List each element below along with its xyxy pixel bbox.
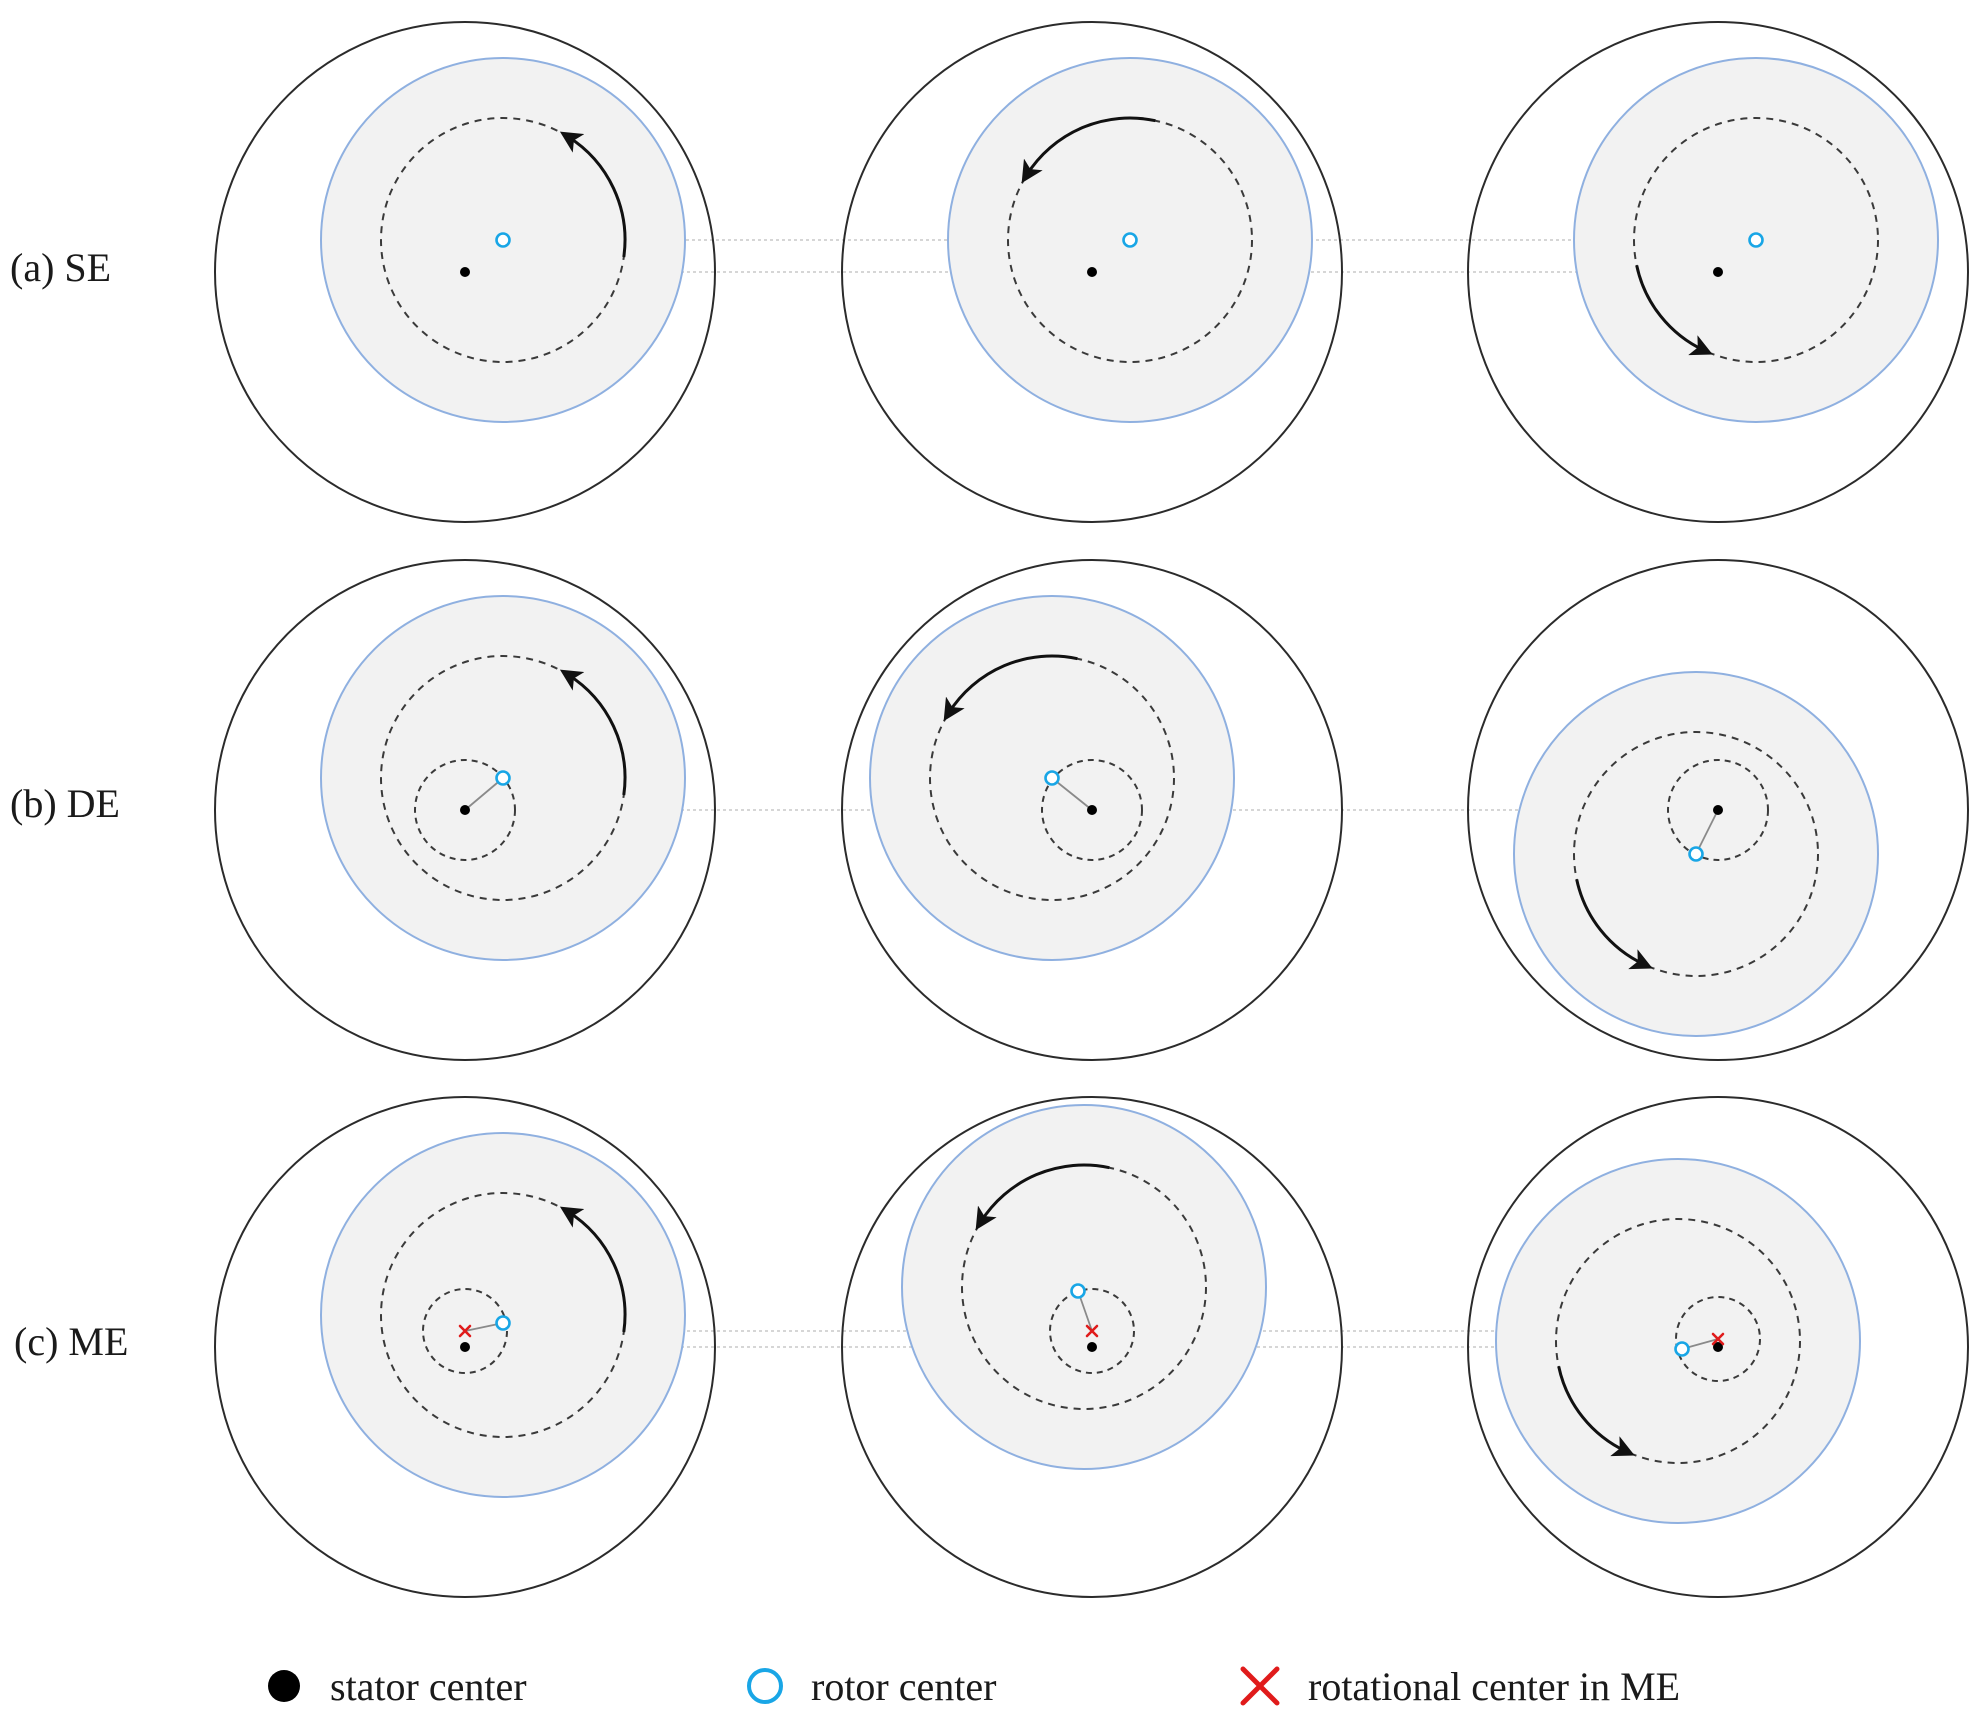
eccentricity-link [1695,809,1719,855]
orbit-large [1573,731,1819,977]
rotor-center-ring [495,770,511,786]
stator-center-dot [460,1342,470,1352]
panel-se-2 [841,21,1343,523]
orbit-small [1675,1296,1761,1382]
rotation-arrow [559,669,627,796]
rotation-arrow [559,1206,627,1333]
legend-stator-center: stator center [264,1658,527,1714]
orbit-large [1633,117,1879,363]
orbit-small [414,759,516,861]
rotation-arrow [943,654,1078,722]
stator-center-dot [460,267,470,277]
rotor-center-ring [1044,770,1060,786]
legend-rotational-label: rotational center in ME [1308,1663,1681,1709]
stator-circle [1467,559,1969,1061]
orbit-large [1555,1218,1801,1464]
stator-circle [1467,21,1969,523]
hollow-circle-icon [747,1668,783,1704]
eccentricity-link [1051,777,1093,811]
rotation-arrow [1557,1366,1635,1457]
rotational-center-x [458,1324,472,1338]
legend-rotor-label: rotor center [811,1663,997,1709]
stator-center-dot [1087,267,1097,277]
stator-circle [841,1096,1343,1598]
stator-center-dot [1713,267,1723,277]
rotation-arrow [1635,265,1713,356]
panel-se-3 [1467,21,1969,523]
stator-circle [214,21,716,523]
stator-circle [1467,1096,1969,1598]
stator-circle [841,21,1343,523]
panel-me-2 [841,1096,1343,1598]
stator-circle [214,1096,716,1598]
rotor-center-ring [495,232,511,248]
rotor-center-ring [1070,1283,1086,1299]
stator-center-dot [460,805,470,815]
legend-stator-label: stator center [330,1663,527,1709]
panel-se-1 [214,21,716,523]
orbit-small [1049,1288,1135,1374]
stator-circle [214,559,716,1061]
rotor-disc [1495,1158,1861,1524]
eccentricity-link [464,777,504,811]
rotational-center-x [1711,1332,1725,1346]
rotational-center-x [1085,1324,1099,1338]
stator-center-dot [1713,805,1723,815]
rotation-arrow [1021,116,1156,184]
panel-de-2 [841,559,1343,1061]
row-label-me: (c) ME [14,1319,129,1364]
stator-circle [841,559,1343,1061]
rotor-center-ring [495,1315,511,1331]
legend-rotor-center: rotor center [745,1658,996,1714]
filled-circle-icon [268,1670,300,1702]
row-label-se: (a) SE [10,245,112,290]
orbit-small [1667,759,1769,861]
stator-center-dot [1713,1342,1723,1352]
rotor-center-ring [1674,1341,1690,1357]
rotor-center-ring [1122,232,1138,248]
panel-de-3 [1467,559,1969,1061]
panel-me-1 [214,1096,716,1598]
stator-center-dot [1087,805,1097,815]
orbit-small [422,1288,508,1374]
rotor-center-ring [1748,232,1764,248]
rotation-arrow [975,1163,1110,1231]
legend-rotational-center: rotational center in ME [1238,1658,1680,1714]
rotation-arrow [559,131,627,258]
rotor-center-ring [1688,846,1704,862]
orbit-small [1041,759,1143,861]
panels [214,21,1969,1598]
red-x-icon [1240,1666,1280,1706]
panel-me-3 [1467,1096,1969,1598]
rotation-arrow [1575,879,1653,970]
stator-center-dot [1087,1342,1097,1352]
panel-de-1 [214,559,716,1061]
row-label-de: (b) DE [10,781,120,826]
